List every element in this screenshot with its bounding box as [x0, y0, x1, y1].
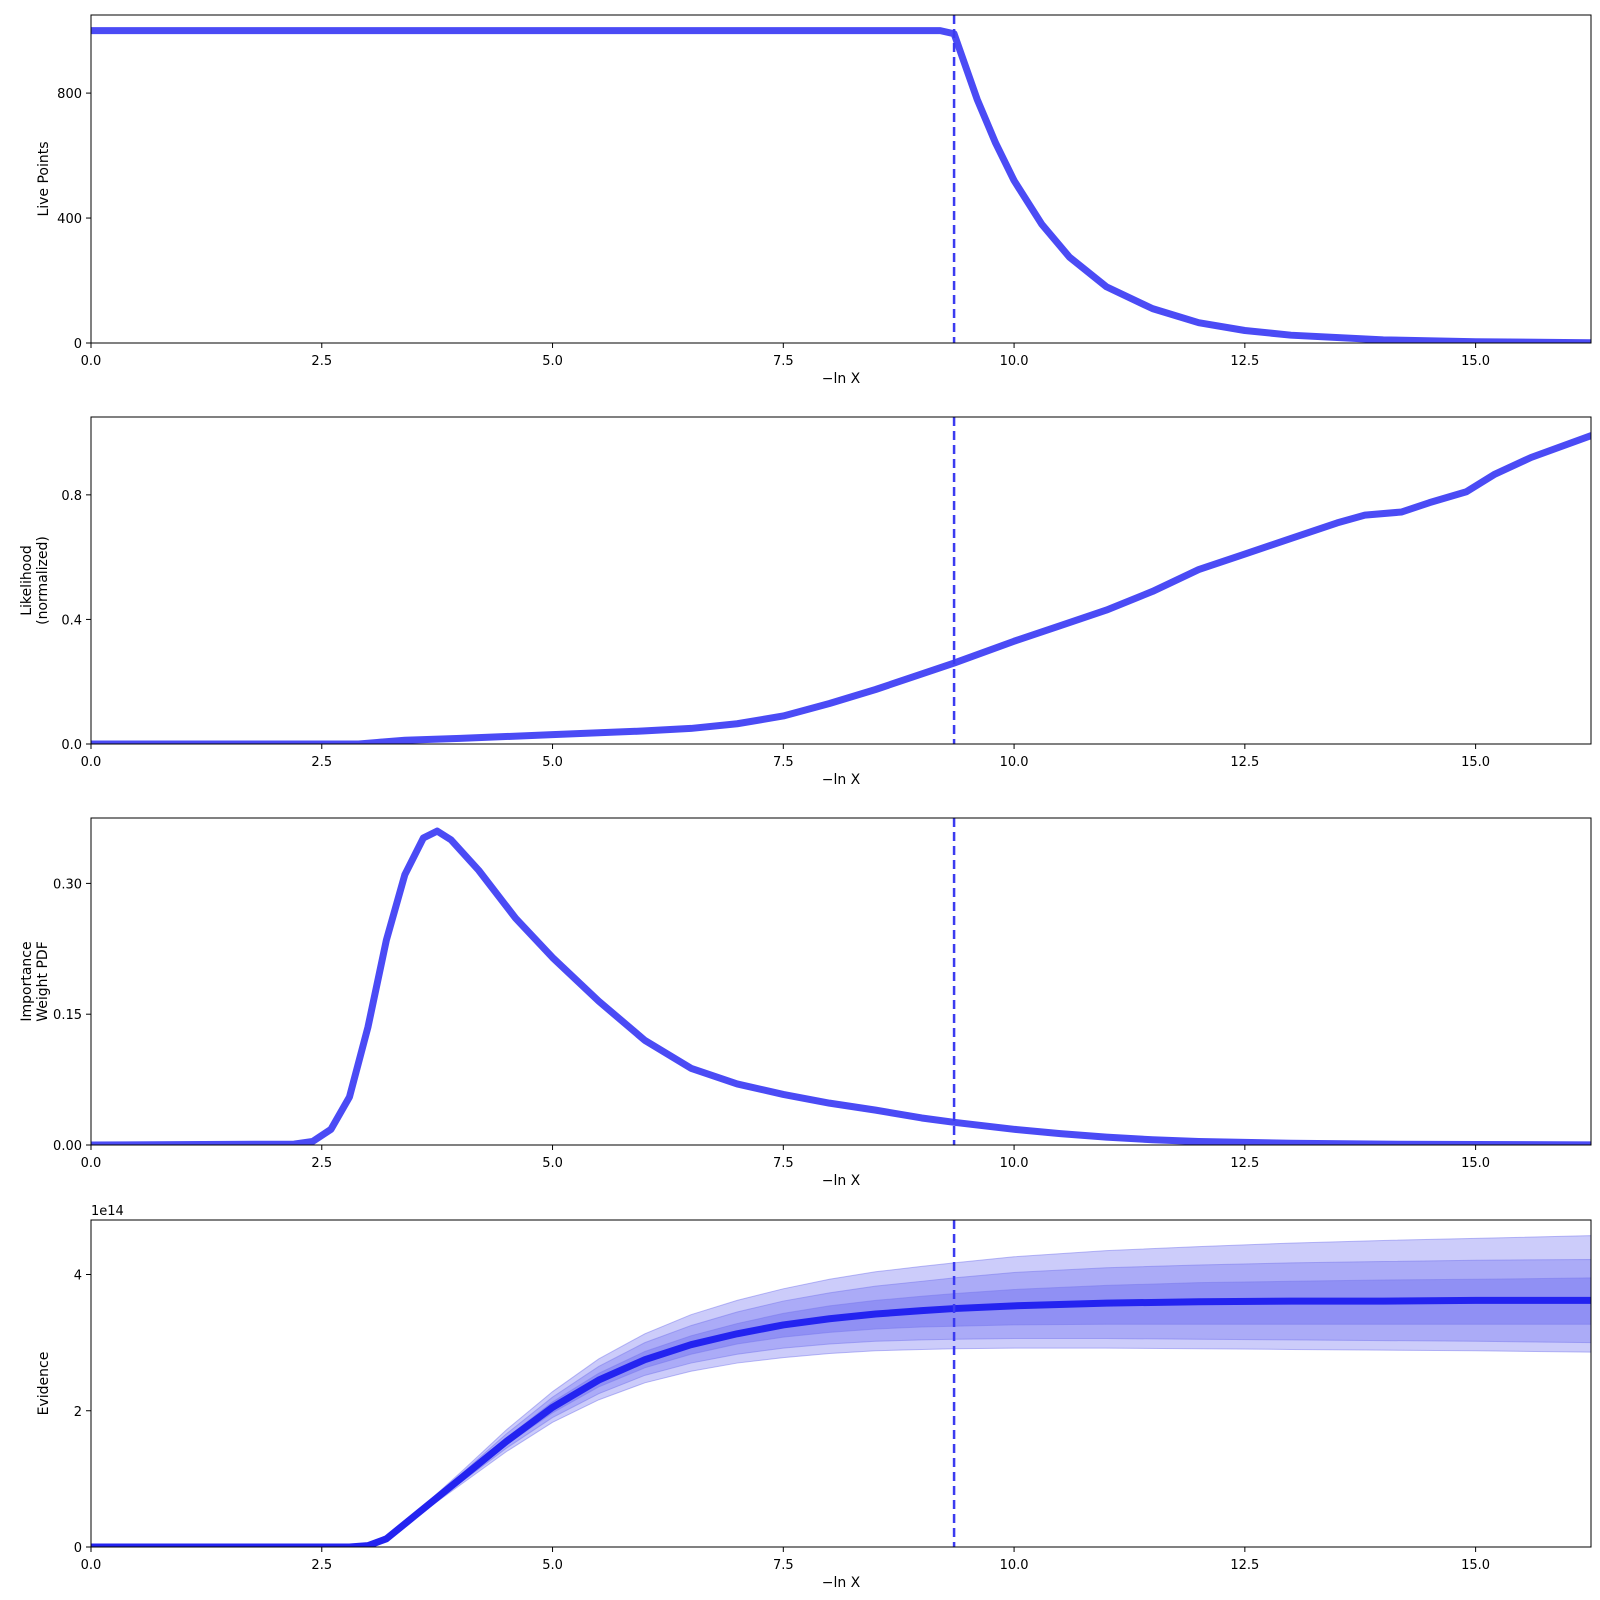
- x-tick-label: 2.5: [311, 1558, 332, 1573]
- subplot-3: 0.0 2.5 5.0 7.5 10.0 12.5 15.0 0.00 0.15 0.30 −ln …: [19, 817, 1592, 1189]
- y-tick-label: 0.4: [61, 613, 82, 628]
- axes-frame: [90, 14, 1592, 344]
- band-1sigma: [91, 1277, 1591, 1547]
- x-tick-label: 15.0: [1461, 1558, 1490, 1573]
- y-tick-label: 4: [74, 1269, 82, 1284]
- y-tick-label: 0: [74, 1541, 82, 1556]
- x-tick-label: 7.5: [773, 1558, 794, 1573]
- x-tick-label: 12.5: [1230, 354, 1259, 369]
- y-axis-label: Importance: [19, 941, 35, 1021]
- axes-frame: [90, 416, 1592, 745]
- x-tick-label: 5.0: [542, 755, 563, 770]
- x-tick-label: 5.0: [542, 1558, 563, 1573]
- x-tick-label: 0.0: [81, 755, 102, 770]
- y-axis-label: (normalized): [35, 536, 51, 625]
- axes-frame: [90, 1219, 1592, 1548]
- series-line: [91, 827, 1591, 1145]
- x-tick-label: 10.0: [1000, 1558, 1029, 1573]
- x-tick-label: 10.0: [1000, 1156, 1029, 1171]
- y-tick-label: 0.8: [61, 489, 82, 504]
- y-axis-label: Live Points: [36, 141, 52, 216]
- series-line: [91, 432, 1591, 744]
- y-tick-label: 800: [57, 87, 82, 102]
- x-tick-label: 7.5: [773, 354, 794, 369]
- series-line: [91, 27, 1591, 343]
- x-tick-label: 0.0: [81, 354, 102, 369]
- x-tick-label: 7.5: [773, 1156, 794, 1171]
- x-axis-label: −ln X: [822, 772, 861, 788]
- y-tick-label: 0.0: [61, 738, 82, 753]
- evidence-median-line: [91, 1296, 1591, 1547]
- x-axis-label: −ln X: [822, 1173, 861, 1189]
- y-tick-label: 0.15: [53, 1008, 82, 1023]
- y-axis-label: Weight PDF: [35, 941, 51, 1022]
- y-axis-label: Likelihood: [19, 545, 35, 616]
- x-tick-label: 5.0: [542, 354, 563, 369]
- x-axis-label: −ln X: [822, 371, 861, 387]
- y-tick-label: 2: [74, 1405, 82, 1420]
- x-tick-label: 5.0: [542, 1156, 563, 1171]
- x-tick-label: 0.0: [81, 1558, 102, 1573]
- y-offset-label: 1e14: [91, 1204, 124, 1219]
- subplot-1: 0.0 2.5 5.0 7.5 10.0 12.5 15.0 0 400 800 −ln X Live…: [36, 14, 1592, 387]
- axes-frame: [90, 817, 1592, 1146]
- y-tick-label: 0: [74, 337, 82, 352]
- x-tick-label: 7.5: [773, 755, 794, 770]
- subplot-2: 0.0 2.5 5.0 7.5 10.0 12.5 15.0 0.0 0.4 0.8 −ln X Li…: [19, 416, 1592, 788]
- plot-area: [91, 417, 1591, 744]
- y-axis-label: Evidence: [36, 1352, 52, 1416]
- y-tick-label: 0.30: [53, 877, 82, 892]
- subplot-4: 0.0 2.5 5.0 7.5 10.0 12.5 15.0 0 2 4 −ln X Evidence…: [36, 1204, 1592, 1591]
- plot-area: [91, 15, 1591, 343]
- x-tick-label: 15.0: [1461, 354, 1490, 369]
- x-tick-label: 10.0: [1000, 354, 1029, 369]
- y-tick-label: 0.00: [53, 1139, 82, 1154]
- plot-area: [91, 1220, 1591, 1547]
- x-tick-label: 10.0: [1000, 755, 1029, 770]
- x-tick-label: 12.5: [1230, 1558, 1259, 1573]
- x-tick-label: 15.0: [1461, 755, 1490, 770]
- y-tick-label: 400: [57, 212, 82, 227]
- x-tick-label: 2.5: [311, 755, 332, 770]
- x-axis-label: −ln X: [822, 1575, 861, 1591]
- plot-area: [91, 818, 1591, 1145]
- x-tick-label: 2.5: [311, 1156, 332, 1171]
- x-tick-label: 12.5: [1230, 755, 1259, 770]
- x-tick-label: 15.0: [1461, 1156, 1490, 1171]
- x-tick-label: 2.5: [311, 354, 332, 369]
- x-tick-label: 12.5: [1230, 1156, 1259, 1171]
- x-tick-label: 0.0: [81, 1156, 102, 1171]
